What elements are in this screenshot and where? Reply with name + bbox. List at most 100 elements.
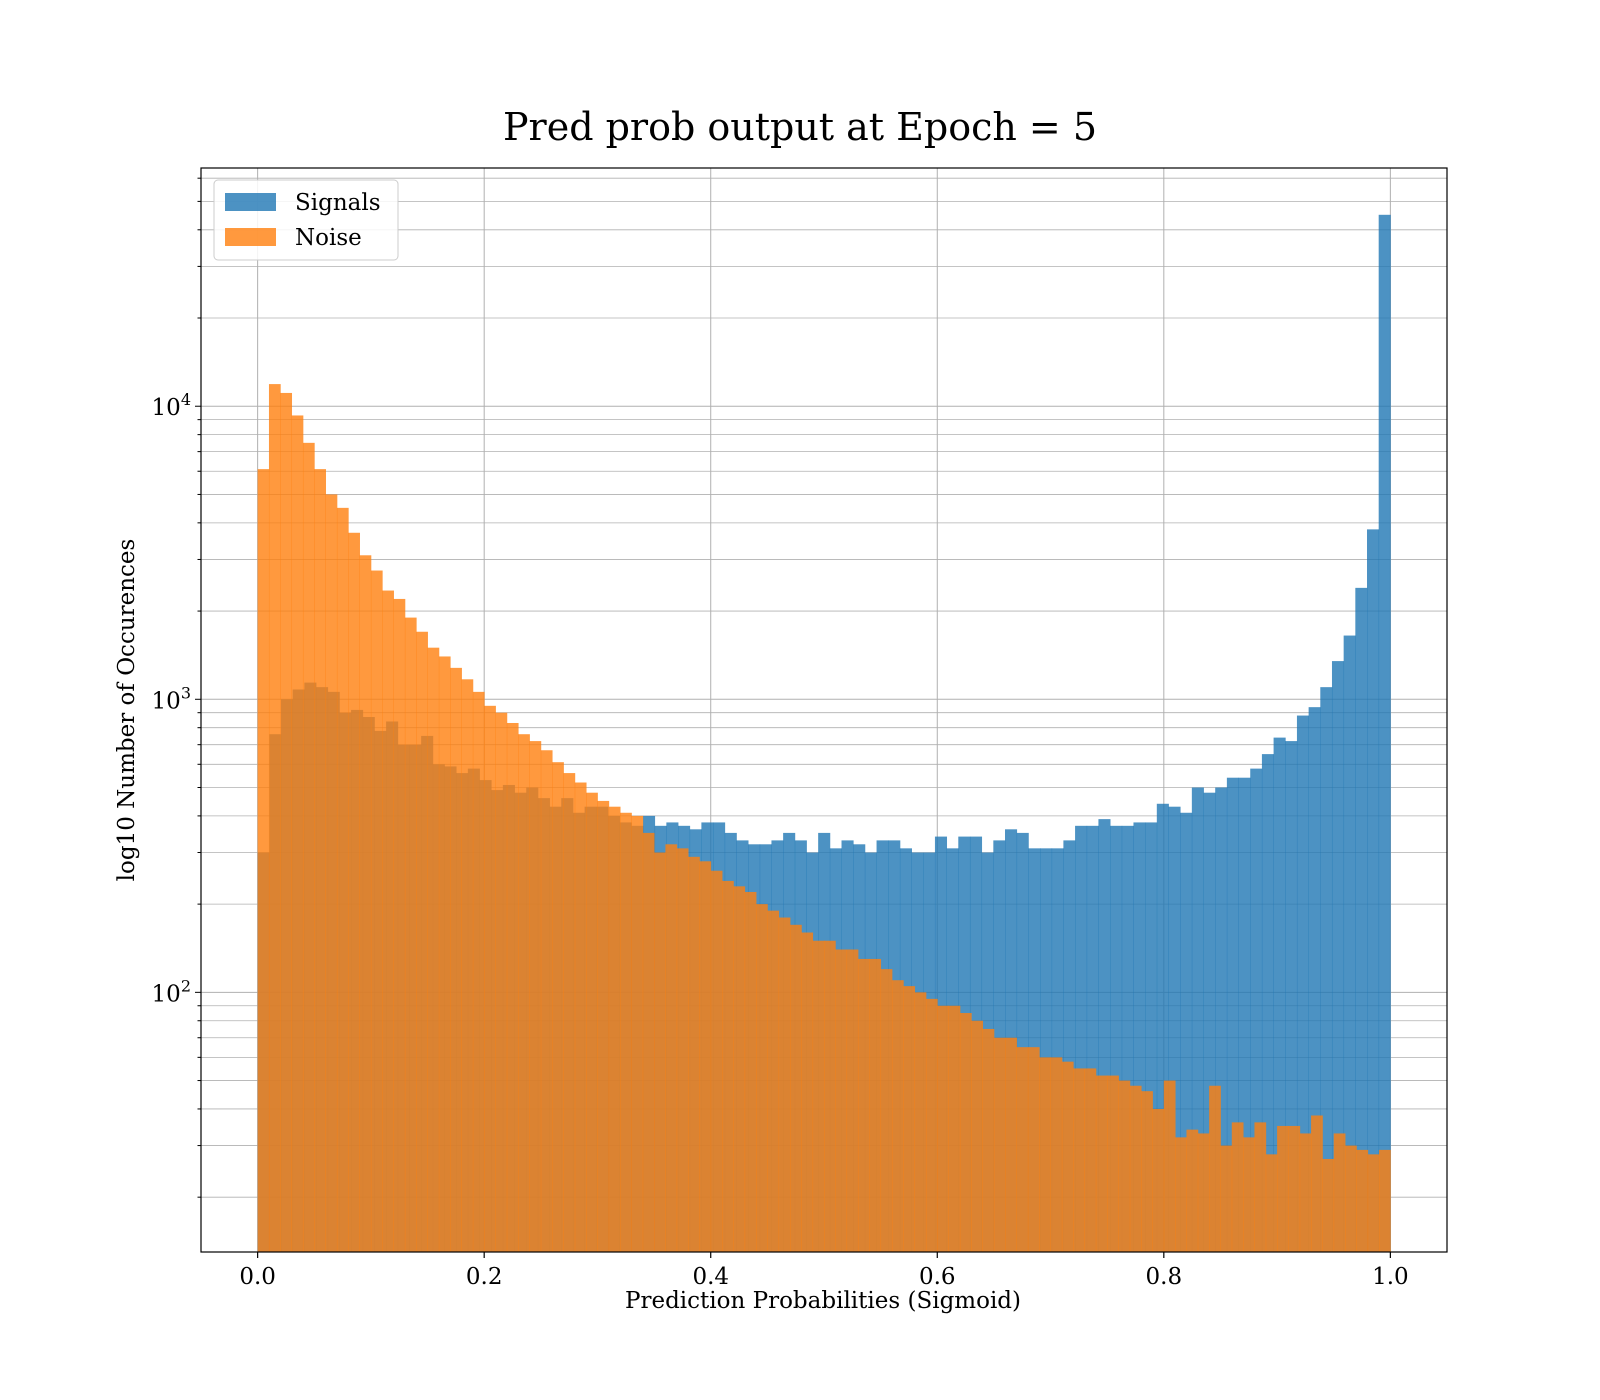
histogram-bar	[971, 1020, 983, 1252]
histogram-bar	[756, 904, 768, 1252]
histogram-bar	[461, 679, 474, 1252]
histogram-bar	[540, 750, 553, 1252]
histogram-bar	[710, 870, 723, 1252]
histogram-bar	[1288, 1125, 1301, 1252]
histogram-bar	[891, 980, 904, 1252]
histogram-bar	[348, 532, 360, 1252]
legend-swatch-signals	[225, 193, 276, 211]
histogram-bar	[1016, 1047, 1029, 1252]
histogram-bar	[857, 958, 870, 1252]
histogram-bar	[948, 1005, 961, 1252]
histogram-bar	[302, 442, 315, 1253]
histogram-bar	[1073, 1068, 1085, 1252]
histogram-bar	[993, 1037, 1006, 1252]
histogram-bar	[359, 555, 372, 1252]
histogram-bar	[1320, 687, 1333, 1252]
x-tick-label: 0.8	[1146, 1264, 1183, 1290]
histogram-bar	[336, 507, 349, 1253]
histogram-bar	[597, 800, 610, 1252]
histogram-bar	[1095, 1075, 1108, 1252]
histogram-bar	[291, 415, 304, 1252]
histogram-bar	[1220, 1145, 1233, 1252]
legend-swatch-noise	[225, 228, 276, 246]
x-tick-label: 1.0	[1372, 1264, 1409, 1290]
histogram-bar	[880, 969, 893, 1252]
histogram-bar	[438, 656, 451, 1252]
histogram-bar	[416, 631, 428, 1252]
histogram-bar	[914, 992, 927, 1252]
histogram-bar	[506, 722, 519, 1252]
histogram-bar	[903, 986, 916, 1252]
histogram-bar	[835, 949, 848, 1252]
histogram-bar	[824, 940, 836, 1252]
histogram-bar	[1367, 1154, 1380, 1252]
legend-label-noise: Noise	[295, 225, 362, 251]
histogram-bar	[801, 932, 814, 1252]
histogram-bar	[812, 940, 825, 1252]
histogram-bar	[1254, 1122, 1267, 1252]
histogram-bar	[1039, 1057, 1051, 1252]
histogram-bar	[1343, 635, 1356, 1252]
histogram-bar	[1027, 1047, 1040, 1252]
x-tick-label: 0.0	[239, 1264, 276, 1290]
histogram-bar	[1163, 1080, 1176, 1252]
x-tick-label: 0.2	[466, 1264, 503, 1290]
histogram-bar	[268, 384, 281, 1252]
histogram-bar	[370, 570, 383, 1252]
histogram-bar	[642, 832, 655, 1252]
histogram-bar	[1050, 1057, 1063, 1252]
histogram-bar	[257, 469, 270, 1252]
histogram-bar	[450, 667, 462, 1252]
histogram-bar	[1379, 1149, 1391, 1252]
histogram-bar	[1322, 1158, 1335, 1252]
histogram-bar	[654, 852, 666, 1252]
histogram-bar	[529, 741, 542, 1252]
histogram-bar	[688, 856, 700, 1252]
histogram-bar	[1175, 1137, 1187, 1252]
y-tick-label: 104	[152, 390, 191, 421]
histogram-bar	[1231, 1122, 1244, 1252]
histogram-bar	[1061, 1061, 1074, 1252]
y-tick-label: 103	[152, 683, 191, 714]
histogram-bar	[869, 958, 882, 1252]
histogram-bar	[1005, 1037, 1017, 1252]
histogram-bar	[699, 861, 712, 1252]
y-axis-label: log10 Number of Occurences	[114, 539, 140, 882]
histogram-bar	[846, 949, 859, 1252]
histogram-bar	[1141, 1091, 1153, 1252]
histogram-bar	[1299, 1133, 1312, 1252]
histogram-bar	[280, 392, 293, 1252]
histogram-bar	[427, 647, 440, 1252]
x-tick-label: 0.6	[919, 1264, 956, 1290]
x-tick-label: 0.4	[692, 1264, 729, 1290]
histogram-bar	[925, 998, 938, 1252]
histogram-bar	[1378, 214, 1391, 1253]
histogram-bar	[563, 773, 576, 1252]
histogram-bar	[1107, 1075, 1119, 1252]
histogram-bar	[495, 712, 508, 1252]
histogram-bar	[1277, 1125, 1289, 1252]
histogram-bar	[620, 812, 632, 1252]
histogram-bar	[382, 590, 394, 1252]
histogram-bar	[937, 1005, 949, 1252]
histogram-bar	[518, 734, 530, 1252]
y-tick-label: 102	[152, 976, 191, 1007]
histogram-bar	[325, 494, 338, 1252]
x-axis-label: Prediction Probabilities (Sigmoid)	[625, 1288, 1021, 1314]
histogram-bar	[1152, 1108, 1165, 1252]
histogram-bar	[472, 691, 485, 1252]
histogram-bar	[778, 917, 791, 1252]
histogram-bar	[1345, 1145, 1357, 1252]
chart-title: Pred prob output at Epoch = 5	[503, 105, 1097, 149]
histogram-bar	[1311, 1115, 1323, 1252]
histogram-bar	[586, 792, 598, 1252]
histogram-bar	[1243, 1137, 1255, 1252]
histogram-bar	[790, 924, 802, 1252]
histogram-bar	[404, 617, 417, 1252]
histogram-bar	[1356, 1149, 1369, 1252]
histogram-bar	[574, 782, 587, 1252]
plot-area-frame	[200, 167, 1448, 1253]
legend-label-signals: Signals	[295, 190, 381, 216]
histogram-bar	[665, 844, 678, 1252]
histogram-bar	[744, 891, 757, 1252]
